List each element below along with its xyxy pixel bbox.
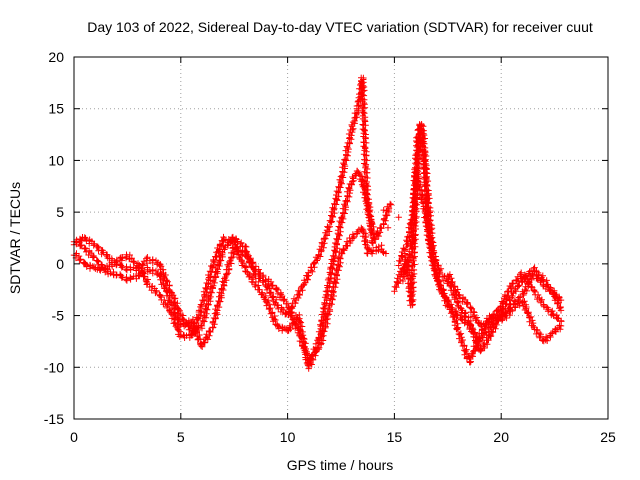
x-tick-label: 5 <box>177 429 185 445</box>
series-track-f <box>399 166 565 366</box>
y-axis-label: SDTVAR / TECUs <box>7 182 23 294</box>
chart-title: Day 103 of 2022, Sidereal Day-to-day VTE… <box>87 19 593 35</box>
data-series <box>70 74 565 372</box>
marker-cloud-track-f <box>399 166 565 366</box>
x-tick-label: 0 <box>70 429 78 445</box>
marker-cloud-isolated <box>327 206 415 273</box>
plot-frame <box>73 56 609 420</box>
x-tick-label: 20 <box>493 429 509 445</box>
y-tick-label: -15 <box>44 411 64 427</box>
x-tick-label: 15 <box>387 429 403 445</box>
series-track-g <box>444 269 565 330</box>
y-tick-label: 0 <box>56 256 64 272</box>
x-tick-label: 25 <box>600 429 616 445</box>
y-tick-label: 5 <box>56 204 64 220</box>
y-tick-label: 10 <box>48 152 64 168</box>
y-tick-label: 20 <box>48 49 64 65</box>
series-isolated <box>327 206 415 273</box>
y-tick-label: -5 <box>52 308 65 324</box>
y-tick-label: 15 <box>48 101 64 117</box>
y-tick-label: -10 <box>44 359 64 375</box>
x-tick-label: 10 <box>280 429 296 445</box>
marker-cloud-track-g <box>444 269 565 330</box>
x-axis-label: GPS time / hours <box>287 457 394 473</box>
